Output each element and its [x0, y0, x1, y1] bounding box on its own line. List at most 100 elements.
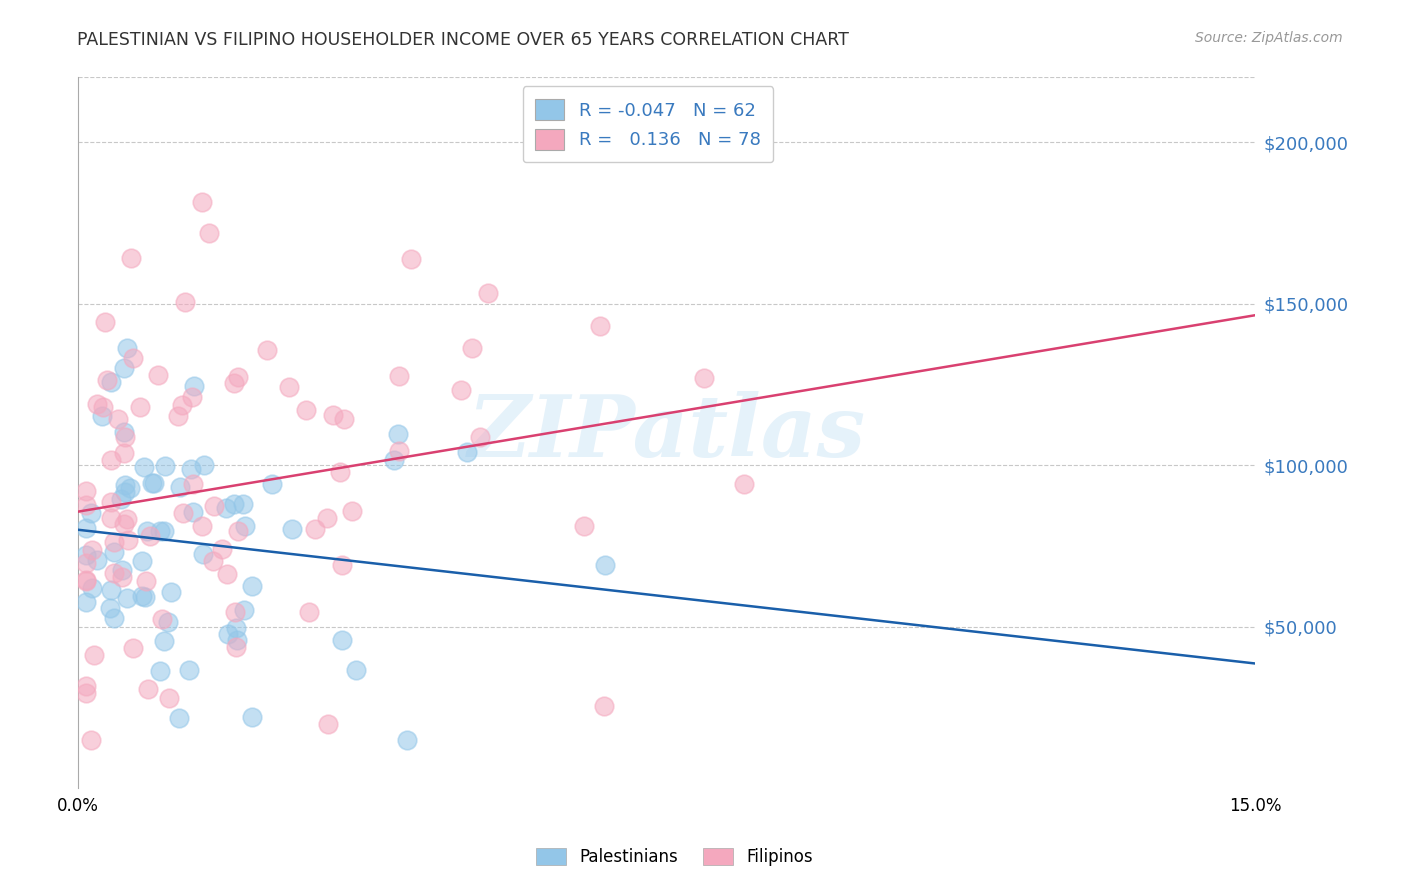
Point: [111, 563, 134, 577]
Point: [173, 295, 195, 310]
Point: [80, 506, 103, 520]
Point: [183, 379, 205, 393]
Point: [107, 412, 129, 426]
Point: [191, 194, 214, 209]
Point: [114, 485, 136, 500]
Point: [122, 351, 145, 365]
Point: [114, 478, 136, 492]
Point: [179, 663, 201, 677]
Point: [112, 446, 135, 460]
Point: [82, 543, 104, 558]
Point: [240, 709, 263, 723]
Point: [316, 716, 339, 731]
Point: [131, 554, 153, 568]
Point: [100, 510, 122, 524]
Point: [733, 477, 755, 491]
Point: [277, 380, 299, 394]
Point: [232, 497, 254, 511]
Point: [75, 679, 97, 693]
Point: [387, 427, 409, 442]
Point: [461, 342, 484, 356]
Point: [215, 500, 238, 515]
Point: [75, 549, 97, 563]
Point: [262, 476, 284, 491]
Point: [593, 558, 616, 573]
Point: [142, 476, 165, 491]
Point: [388, 368, 411, 383]
Point: [86, 552, 108, 566]
Point: [103, 566, 125, 580]
Point: [226, 370, 249, 384]
Point: [96, 373, 118, 387]
Point: [228, 524, 250, 538]
Point: [75, 556, 97, 570]
Point: [224, 605, 246, 619]
Point: [333, 412, 356, 426]
Point: [146, 368, 169, 382]
Point: [135, 574, 157, 588]
Point: [112, 516, 135, 531]
Point: [153, 633, 176, 648]
Point: [344, 663, 367, 677]
Point: [172, 398, 194, 412]
Point: [112, 360, 135, 375]
Point: [111, 570, 134, 584]
Point: [382, 452, 405, 467]
Point: [103, 611, 125, 625]
Point: [91, 409, 114, 424]
Point: [329, 466, 352, 480]
Point: [86, 396, 108, 410]
Point: [450, 384, 472, 398]
Point: [202, 554, 225, 568]
Point: [103, 535, 125, 549]
Point: [183, 505, 205, 519]
Point: [340, 504, 363, 518]
Legend: R = -0.047   N = 62, R =   0.136   N = 78: R = -0.047 N = 62, R = 0.136 N = 78: [523, 87, 773, 162]
Point: [114, 430, 136, 444]
Point: [588, 318, 610, 333]
Point: [233, 603, 256, 617]
Point: [180, 390, 202, 404]
Point: [222, 497, 245, 511]
Point: [117, 533, 139, 547]
Point: [388, 443, 411, 458]
Point: [75, 685, 97, 699]
Point: [115, 512, 138, 526]
Point: [316, 510, 339, 524]
Point: [181, 476, 204, 491]
Point: [118, 481, 141, 495]
Point: [91, 401, 114, 415]
Point: [226, 633, 249, 648]
Point: [83, 648, 105, 662]
Point: [160, 584, 183, 599]
Text: ZIPatlas: ZIPatlas: [468, 391, 866, 475]
Point: [166, 409, 188, 424]
Point: [100, 375, 122, 389]
Point: [215, 567, 238, 582]
Point: [225, 621, 247, 635]
Point: [138, 528, 160, 542]
Point: [103, 545, 125, 559]
Point: [298, 605, 321, 619]
Point: [191, 547, 214, 561]
Point: [304, 522, 326, 536]
Point: [134, 591, 156, 605]
Point: [225, 640, 247, 654]
Point: [172, 506, 194, 520]
Point: [152, 524, 174, 539]
Text: Source: ZipAtlas.com: Source: ZipAtlas.com: [1195, 31, 1343, 45]
Point: [180, 462, 202, 476]
Point: [233, 518, 256, 533]
Point: [136, 524, 159, 538]
Point: [156, 615, 179, 629]
Point: [134, 459, 156, 474]
Legend: Palestinians, Filipinos: Palestinians, Filipinos: [530, 841, 820, 873]
Point: [141, 475, 163, 490]
Point: [167, 711, 190, 725]
Point: [322, 408, 344, 422]
Point: [456, 445, 478, 459]
Point: [593, 698, 616, 713]
Point: [169, 480, 191, 494]
Point: [477, 286, 499, 301]
Point: [120, 251, 142, 265]
